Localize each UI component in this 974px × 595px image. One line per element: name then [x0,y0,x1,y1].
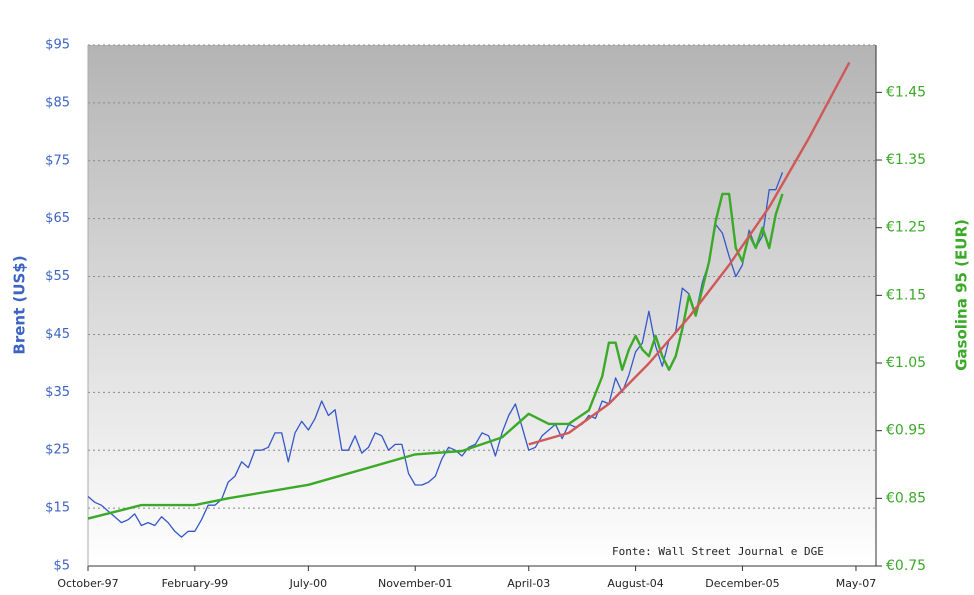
y2-tick-label: €0.75 [886,558,926,574]
x-tick-label: August-04 [607,577,663,590]
series-line [87,192,784,520]
y2-tick-label: €1.05 [886,355,926,371]
y2-tick-label: €1.25 [886,220,926,236]
y-tick-label: $55 [45,269,70,284]
x-tick-label: October-97 [57,577,118,590]
x-tick-label: May-07 [836,577,877,590]
y-tick-label: $75 [45,153,70,168]
y2-axis-title: Gasolina 95 (EUR) [953,219,971,371]
y2-tick-label: €1.15 [886,287,926,303]
y-axis-title: Brent (US$) [11,255,29,354]
x-tick-label: July-00 [289,577,328,590]
y-tick-label: $85 [45,95,70,110]
series-line [528,61,851,446]
y-tick-label: $25 [45,443,70,458]
y-tick-label: $15 [45,501,70,516]
y-tick-label: $45 [45,327,70,342]
y2-tick-label: €1.35 [886,152,926,168]
y-tick-label: $65 [45,211,70,226]
y-tick-label: $95 [45,38,70,53]
x-tick-label: February-99 [162,577,229,590]
x-tick-label: April-03 [507,577,550,590]
x-tick-label: November-01 [378,577,453,590]
x-tick-label: December-05 [705,577,779,590]
annotation: Fonte: Wall Street Journal e DGE [612,545,824,558]
series-line [87,172,784,538]
y2-tick-label: €0.95 [886,423,926,439]
y2-tick-label: €1.45 [886,84,926,100]
y2-tick-label: €0.85 [886,490,926,506]
plot-background [88,45,876,566]
y-tick-label: $35 [45,385,70,400]
y-tick-label: $5 [53,559,70,574]
